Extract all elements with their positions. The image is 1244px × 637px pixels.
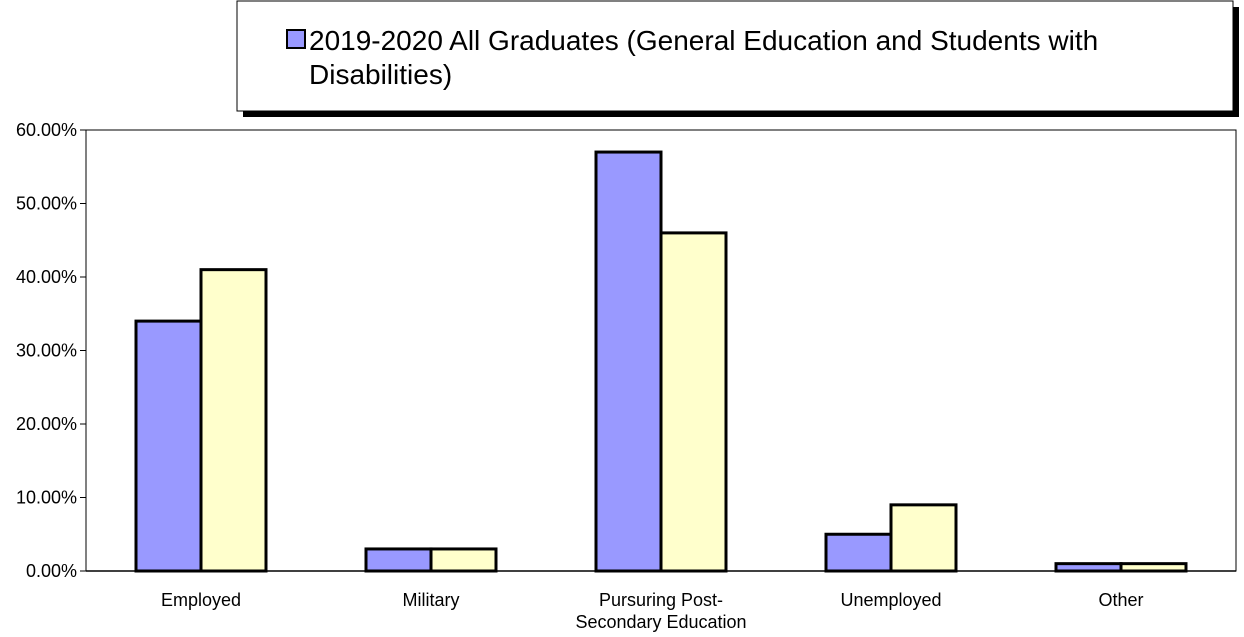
bar-series-1-2: [594, 150, 663, 573]
bar-series-2-3: [889, 503, 958, 573]
bar-series-1-3: [824, 532, 893, 573]
bar-series-1-1: [364, 547, 433, 573]
x-category-label: Other: [1098, 590, 1143, 610]
bar-series-2-0: [199, 268, 268, 573]
legend: 2019-2020 All Graduates (General Educati…: [236, 0, 1239, 117]
y-tick-label: 10.00%: [16, 488, 77, 508]
legend-label-series-1-line-1: 2019-2020 All Graduates (General Educati…: [309, 25, 1098, 56]
bar-series-2-2: [659, 231, 728, 573]
x-category-label: Unemployed: [840, 590, 941, 610]
y-tick-label: 50.00%: [16, 194, 77, 214]
x-category-label: Pursuring Post-: [599, 590, 723, 610]
bar-series-2-1: [429, 547, 498, 573]
x-category-label: Secondary Education: [575, 612, 746, 632]
x-category-label: Military: [403, 590, 460, 610]
legend-swatch-series-1: [286, 29, 306, 49]
legend-label-series-1-line-2: Disabilities): [309, 59, 452, 90]
y-tick-label: 40.00%: [16, 267, 77, 287]
plot-area: 0.00% 10.00% 20.00% 30.00% 40.00% 50.00% 60.00…: [16, 120, 1237, 632]
bar-series-1-0: [134, 319, 203, 573]
bar-series-2-4: [1119, 562, 1188, 573]
legend-box: [236, 0, 1234, 112]
y-tick-label: 30.00%: [16, 341, 77, 361]
y-tick-label: 0.00%: [26, 561, 77, 581]
bar-series-1-4: [1054, 562, 1123, 573]
y-tick-label: 60.00%: [16, 120, 77, 140]
y-tick-label: 20.00%: [16, 414, 77, 434]
x-category-label: Employed: [161, 590, 241, 610]
